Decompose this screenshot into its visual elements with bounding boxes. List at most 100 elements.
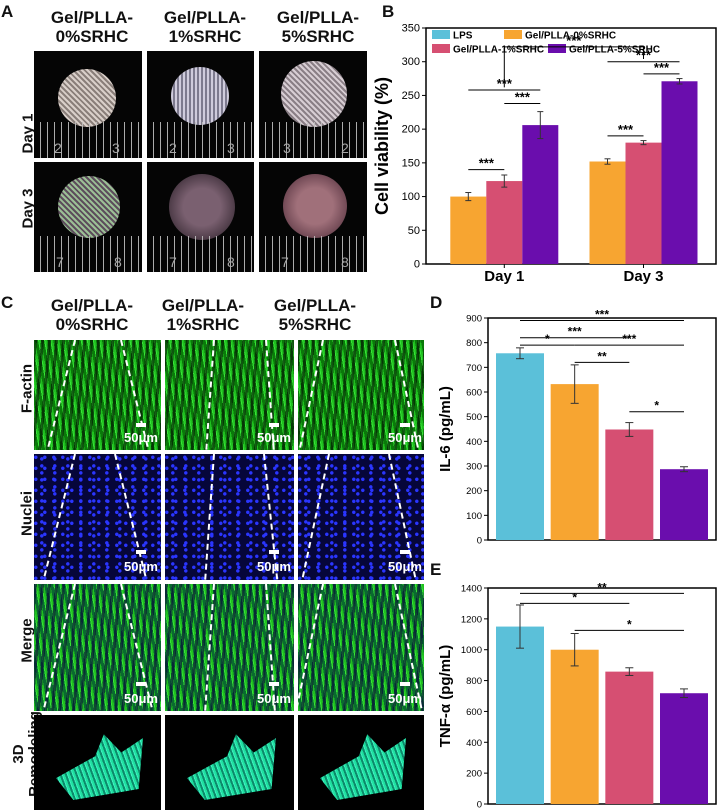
bar <box>605 429 654 540</box>
scaffold-disc <box>58 69 116 127</box>
bar <box>486 181 523 264</box>
dashed-line <box>204 454 215 580</box>
scale-bar-label: 50μm <box>257 691 291 706</box>
dashed-line <box>301 454 330 578</box>
ruler-number: 2 <box>54 140 62 156</box>
ruler <box>147 122 254 158</box>
scale-bar <box>136 423 146 427</box>
significance-mark: *** <box>654 60 670 75</box>
scaffold-disc <box>171 67 229 125</box>
3d-fiber-volume <box>320 734 406 800</box>
panel-b-letter: B <box>382 2 395 21</box>
scale-bar-label: 50μm <box>388 559 422 574</box>
panel-d-letter: D <box>430 293 443 312</box>
scale-bar <box>136 550 146 554</box>
bar <box>660 693 708 804</box>
micrograph-nuclei-5pct: 50μm <box>298 454 424 580</box>
y-tick-label: 0 <box>477 536 482 546</box>
chart-il6: 0 100 200 300 400 500 600 700 800 900 IL-6 (pg/mL)… <box>437 307 717 546</box>
panel-c-col-2: Gel/PLLA- 5%SRHC <box>273 296 357 334</box>
scaffold-disc <box>169 174 235 240</box>
panel-c-row-factin: F-actin <box>18 363 36 414</box>
y-tick-label: 600 <box>466 707 482 718</box>
legend-swatch <box>504 30 522 39</box>
panel-c-row-nuclei: Nuclei <box>18 491 36 537</box>
ruler <box>147 236 254 272</box>
ruler <box>34 236 142 272</box>
scaffold-disc <box>58 176 120 238</box>
significance-mark: *** <box>595 307 609 321</box>
ruler-number: 2 <box>169 140 177 156</box>
ruler <box>259 122 367 158</box>
dashed-line <box>204 584 215 711</box>
photo-day3-0pct: 7 8 <box>34 162 142 272</box>
dashed-line <box>299 340 324 448</box>
render-3d-0pct <box>34 715 161 810</box>
3d-fiber-volume <box>56 734 143 800</box>
bar <box>496 626 544 804</box>
scale-bar-label: 50μm <box>257 430 291 445</box>
photo-day3-1pct: 7 8 <box>147 162 254 272</box>
y-axis-label: IL-6 (pg/mL) <box>437 386 454 472</box>
y-tick-label: 1000 <box>461 645 482 656</box>
legend-label: Gel/PLLA-1%SRHC <box>453 45 544 56</box>
micrograph-factin-0pct: 50μm <box>34 340 161 450</box>
dashed-line <box>394 584 423 709</box>
bar <box>661 81 698 264</box>
ruler <box>259 236 367 272</box>
bar <box>625 142 662 264</box>
y-tick-label: 1200 <box>461 614 482 625</box>
significance-mark: * <box>627 617 632 631</box>
scale-bar <box>136 682 146 686</box>
bar <box>496 353 544 540</box>
legend-label: Gel/PLLA-5%SRHC <box>569 45 660 56</box>
y-tick-label: 800 <box>466 676 482 687</box>
scale-bar-label: 50μm <box>124 430 158 445</box>
y-tick-label: 700 <box>466 363 482 374</box>
panel-c-row-merge: Merge <box>18 618 36 663</box>
significance-mark: *** <box>622 332 636 346</box>
significance-mark: *** <box>515 90 531 105</box>
y-axis-label: Cell viability (%) <box>372 77 392 215</box>
y-tick-label: 300 <box>466 462 482 473</box>
bar <box>605 671 654 804</box>
y-tick-label: 100 <box>466 511 482 522</box>
ruler-number: 2 <box>341 140 349 156</box>
bar <box>660 469 708 540</box>
significance-mark: *** <box>568 325 582 339</box>
dashed-line <box>43 584 76 708</box>
scale-bar <box>400 550 410 554</box>
scale-bar <box>400 423 410 427</box>
scale-bar-label: 50μm <box>124 691 158 706</box>
y-tick-label: 200 <box>466 486 482 497</box>
plot-frame <box>487 587 717 805</box>
y-tick-label: 250 <box>402 90 420 102</box>
significance-mark: * <box>654 399 659 413</box>
bar <box>589 161 626 264</box>
render-3d-5pct <box>298 715 424 810</box>
significance-mark: *** <box>618 122 634 137</box>
ruler-number: 8 <box>114 254 122 270</box>
micrograph-factin-5pct: 50μm <box>298 340 424 450</box>
chart-cell-viability: 0 50 100 150 200 250 300 350 Cell viability (%) D… <box>372 23 717 285</box>
y-tick-label: 500 <box>466 412 482 423</box>
significance-mark: * <box>572 590 577 604</box>
panel-c-col-1: Gel/PLLA- 1%SRHC <box>161 296 245 334</box>
y-tick-label: 400 <box>466 437 482 448</box>
ruler-number: 3 <box>227 140 235 156</box>
legend-swatch <box>548 44 566 53</box>
render-3d-1pct <box>165 715 294 810</box>
ruler-number: 3 <box>112 140 120 156</box>
y-tick-label: 0 <box>414 259 420 271</box>
y-tick-label: 300 <box>402 56 420 68</box>
dashed-line <box>205 340 215 450</box>
significance-mark: *** <box>566 33 582 48</box>
panel-e-letter: E <box>430 560 442 579</box>
y-tick-label: 200 <box>466 769 482 780</box>
scale-bar-label: 50μm <box>388 430 422 445</box>
ruler-number: 7 <box>169 254 177 270</box>
panel-a-col-2: Gel/PLLA- 5%SRHC <box>276 8 360 46</box>
micrograph-merge-1pct: 50μm <box>165 584 294 711</box>
panel-a-col-0: Gel/PLLA- 0%SRHC <box>50 8 134 46</box>
dashed-line <box>120 584 153 708</box>
